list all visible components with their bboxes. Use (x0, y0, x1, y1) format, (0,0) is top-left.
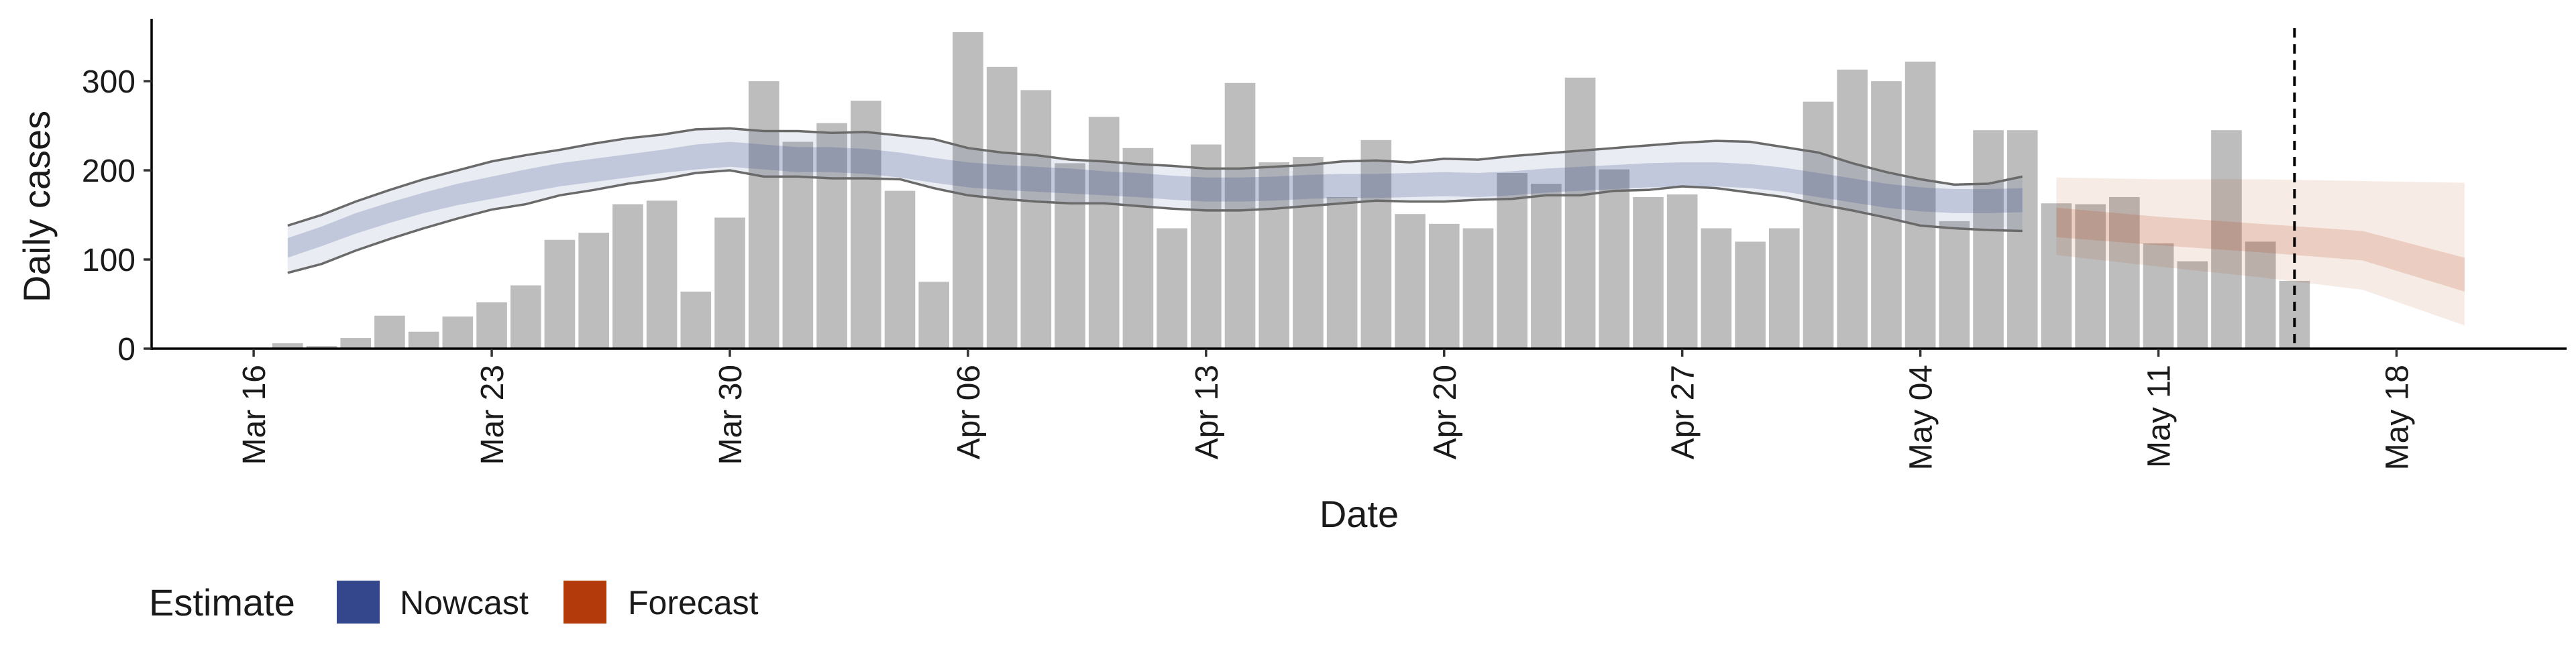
bar (1666, 194, 1698, 349)
bar (1122, 148, 1154, 349)
bar (2245, 241, 2276, 349)
forecast-50-band (2056, 207, 2465, 292)
bar (1939, 221, 1970, 349)
bar (850, 101, 881, 349)
bar (816, 123, 847, 349)
bar (646, 200, 678, 349)
bar (2143, 243, 2174, 349)
bar (374, 315, 405, 349)
bar (1531, 184, 1562, 349)
y-tick-label: 0 (117, 332, 136, 367)
bar (1258, 162, 1290, 349)
bar (2006, 130, 2038, 349)
y-tick-label: 300 (82, 64, 136, 100)
x-tick-label: May 18 (2379, 365, 2415, 470)
x-tick-label: May 11 (2142, 365, 2178, 468)
nowcast-90-band (287, 128, 2023, 273)
bar (918, 282, 950, 349)
y-tick-label: 100 (82, 243, 136, 278)
bar (680, 291, 712, 349)
x-tick-label: Apr 06 (951, 365, 987, 459)
x-tick-label: Apr 20 (1428, 365, 1463, 459)
bar (748, 81, 780, 349)
legend-label-forecast: Forecast (628, 584, 759, 622)
bar (1191, 144, 1222, 349)
bar (306, 346, 337, 349)
x-tick-label: Mar 23 (475, 365, 511, 465)
bar (1633, 196, 1664, 349)
x-tick-label: May 04 (1904, 365, 1939, 470)
bar (1768, 228, 1800, 349)
x-axis-title: Date (1320, 493, 1399, 535)
bar (1599, 169, 1630, 349)
bar (2177, 261, 2208, 349)
bar (953, 32, 983, 349)
x-tick-label: Mar 16 (237, 365, 272, 465)
bar (1055, 163, 1085, 349)
bar (272, 343, 303, 349)
legend-label-nowcast: Nowcast (400, 584, 529, 622)
bar (340, 338, 372, 349)
bar (510, 285, 541, 349)
bar (2109, 196, 2140, 349)
bar (1497, 173, 1527, 349)
x-tick-label: Apr 27 (1666, 365, 1701, 459)
bar (2075, 204, 2106, 349)
bars-layer (272, 32, 2310, 349)
forecast-90-band (2056, 177, 2465, 326)
legend-swatch-forecast (564, 581, 606, 624)
bar (1020, 90, 1052, 349)
bar (1564, 77, 1596, 349)
bar (1088, 117, 1120, 349)
bar (1395, 214, 1426, 349)
bar (1973, 130, 2004, 349)
bar (1701, 228, 1732, 349)
bar (612, 204, 643, 349)
nowcast-50-band (287, 141, 2023, 258)
bar (544, 239, 576, 349)
bar (714, 217, 745, 349)
bands-layer (287, 28, 2465, 349)
bar (2041, 203, 2072, 349)
bar (884, 190, 916, 349)
bar (442, 316, 474, 349)
bar (1224, 82, 1256, 349)
axes-layer: 0 100 200 300 Mar 16 Mar 23 Mar 30 Apr 06 Apr 13… (82, 19, 2567, 470)
bar (986, 66, 1018, 349)
bar (1462, 228, 1494, 349)
legend: Estimate Nowcast Forecast (149, 581, 759, 624)
bar (1157, 228, 1187, 349)
bar (578, 233, 609, 349)
legend-swatch-nowcast (337, 581, 380, 624)
bar (1326, 196, 1358, 349)
y-axis-title: Daily cases (15, 111, 58, 302)
x-tick-label: Apr 13 (1189, 365, 1225, 459)
bar (1904, 61, 1936, 349)
y-tick-label: 200 (82, 154, 136, 189)
bar (408, 331, 439, 349)
bar (476, 302, 507, 349)
bar (1428, 223, 1460, 349)
bar (1293, 157, 1324, 349)
bar (1803, 101, 1834, 349)
x-tick-label: Mar 30 (713, 365, 749, 465)
nowcast-upper-line (287, 127, 2023, 227)
bar (2211, 130, 2242, 349)
legend-title: Estimate (149, 581, 295, 624)
bar (1360, 139, 1392, 349)
bar (1735, 241, 1766, 349)
nowcast-lower-line (287, 169, 2023, 274)
